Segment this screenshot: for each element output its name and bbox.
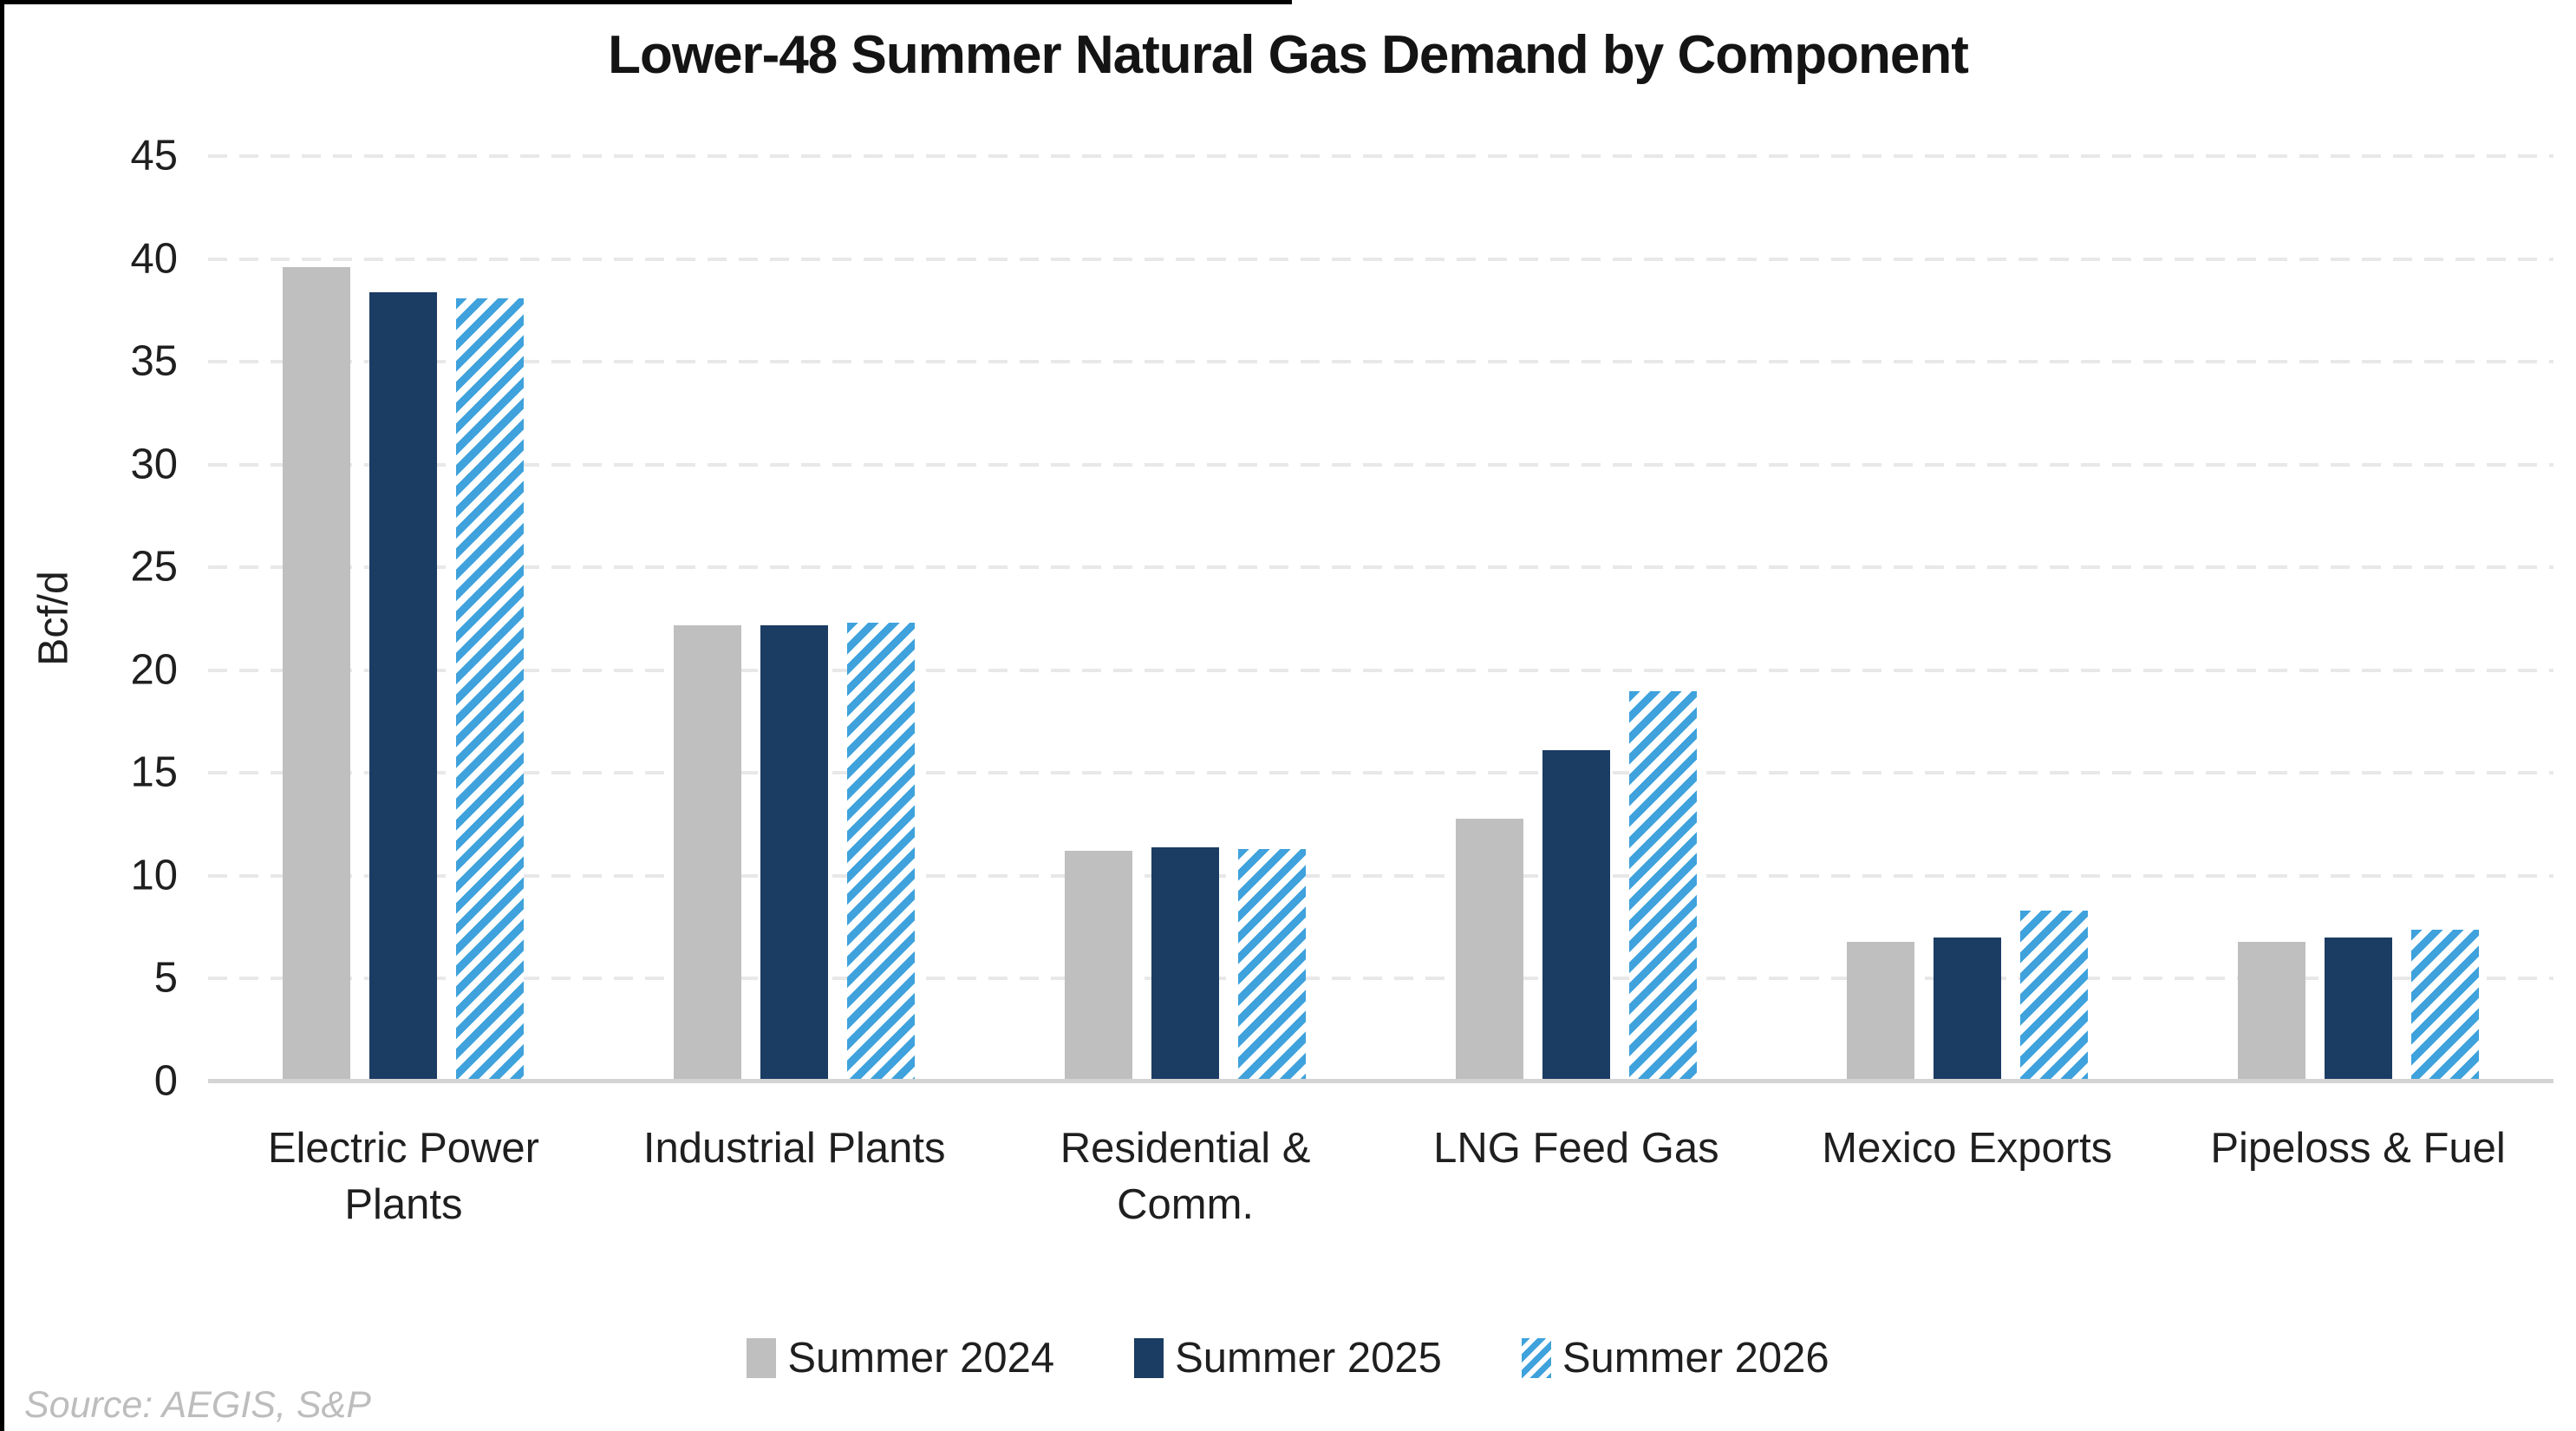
legend-swatch	[747, 1338, 777, 1378]
x-axis-category-label: Industrial Plants	[642, 1125, 946, 1172]
bar-summer-2026	[1628, 690, 1697, 1081]
legend-label: Summer 2025	[1175, 1335, 1442, 1382]
x-axis-labels: Electric Power Plants Industrial Plants Res…	[208, 1121, 2553, 1232]
y-tick-label: 10	[130, 852, 178, 899]
bar-summer-2025	[1933, 938, 2001, 1081]
x-axis-line	[208, 1079, 2553, 1083]
frame-border-top	[0, 0, 1292, 4]
bar-summer-2025	[760, 624, 829, 1081]
x-axis-category-label: Residential & Comm.	[1060, 1125, 1311, 1228]
chart-title: Lower-48 Summer Natural Gas Demand by Co…	[608, 25, 1969, 85]
legend-swatch	[1521, 1338, 1551, 1378]
x-axis-category-label: Pipeloss & Fuel	[2210, 1125, 2506, 1172]
y-tick-label: 30	[130, 441, 178, 488]
gridline	[208, 360, 2553, 364]
bar-groups	[208, 156, 2553, 1081]
frame-border-left	[0, 0, 4, 1431]
bar-group	[599, 156, 990, 1081]
y-tick-label: 40	[130, 235, 178, 283]
y-tick-label: 15	[130, 748, 178, 796]
gridline	[208, 154, 2553, 158]
legend-swatch	[1134, 1338, 1164, 1378]
y-tick-label: 0	[153, 1057, 178, 1105]
bar-summer-2026	[1238, 849, 1307, 1081]
bar-summer-2026	[2410, 929, 2479, 1081]
gridline	[208, 977, 2553, 981]
x-axis-category-label: Mexico Exports	[1822, 1125, 2113, 1172]
legend-item: Summer 2026	[1521, 1334, 1829, 1382]
legend-label: Summer 2026	[1562, 1335, 1829, 1382]
y-tick-label: 20	[130, 646, 178, 694]
x-axis-category-label: LNG Feed Gas	[1433, 1125, 1719, 1172]
y-tick-label: 5	[153, 954, 178, 1002]
bar-summer-2025	[2324, 938, 2392, 1081]
bar-group	[1771, 156, 2162, 1081]
gridline	[208, 873, 2553, 878]
y-tick-label: 45	[130, 132, 178, 180]
legend: Summer 2024 Summer 2025 Summer 2026	[0, 1334, 2576, 1382]
gridline	[208, 257, 2553, 261]
x-axis-category-label: Electric Power Plants	[267, 1125, 539, 1228]
gridline	[208, 771, 2553, 775]
bar-summer-2025	[1542, 750, 1610, 1081]
legend-item: Summer 2025	[1134, 1334, 1442, 1382]
gridline	[208, 565, 2553, 570]
bar-summer-2024	[1455, 818, 1523, 1081]
bar-summer-2024	[283, 267, 351, 1081]
gridline	[208, 462, 2553, 467]
bar-summer-2024	[1065, 851, 1133, 1081]
bar-group	[208, 156, 599, 1081]
plot-area	[208, 154, 2553, 1083]
bar-group	[2162, 156, 2553, 1081]
bar-summer-2025	[369, 291, 438, 1081]
bar-summer-2026	[456, 297, 525, 1081]
y-tick-label: 25	[130, 543, 178, 591]
bar-group	[1380, 156, 1771, 1081]
source-note: Source: AEGIS, S&P	[24, 1384, 371, 1426]
y-tick-label: 35	[130, 337, 178, 385]
bar-summer-2026	[2019, 911, 2088, 1081]
bar-group	[990, 156, 1381, 1081]
gridline	[208, 668, 2553, 672]
bar-summer-2026	[847, 623, 916, 1081]
bar-summer-2024	[1846, 941, 1914, 1081]
legend-label: Summer 2024	[787, 1335, 1055, 1382]
bar-summer-2024	[674, 624, 742, 1081]
bar-summer-2024	[2237, 941, 2305, 1081]
legend-item: Summer 2024	[747, 1334, 1054, 1382]
bar-summer-2025	[1151, 846, 1220, 1081]
